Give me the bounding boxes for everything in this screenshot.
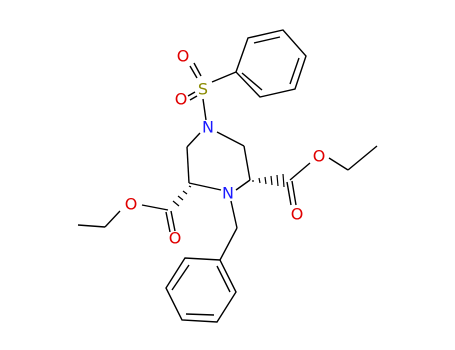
atom-o: O <box>291 205 304 224</box>
atom-o: O <box>313 147 326 166</box>
atom-s: S <box>198 80 208 99</box>
atom-o: O <box>169 229 182 248</box>
atom-n: N <box>202 118 214 137</box>
hashed-wedges <box>172 173 285 207</box>
atom-labels: O S O N N O O O O <box>125 47 326 248</box>
atom-o: O <box>175 90 188 109</box>
atom-o: O <box>177 47 190 66</box>
atom-n: N <box>222 184 234 203</box>
atom-o: O <box>125 195 138 214</box>
bonds <box>77 29 378 323</box>
